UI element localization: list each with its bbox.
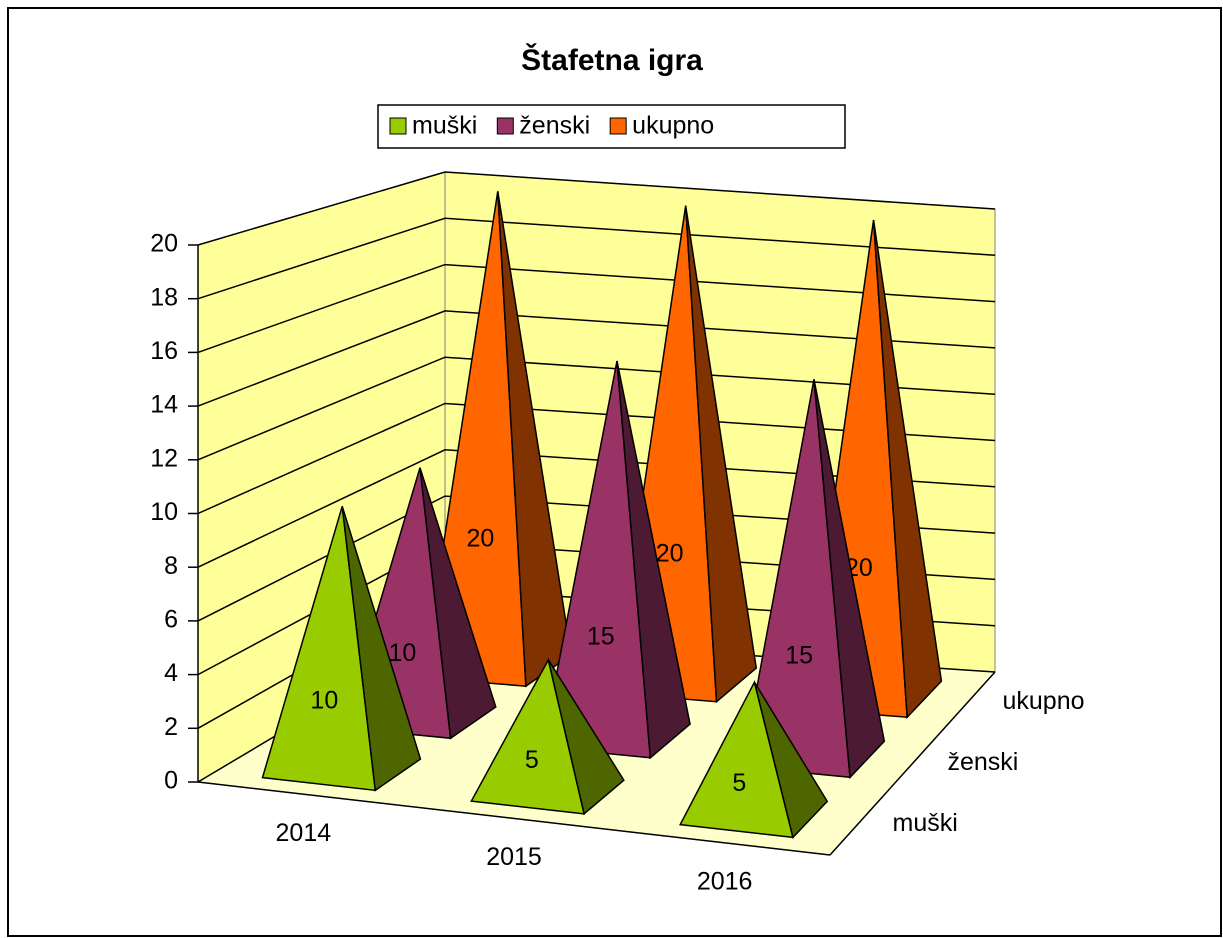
chart-title: Štafetna igra xyxy=(521,43,703,77)
x-axis xyxy=(197,781,831,856)
pyramid-side xyxy=(813,379,886,780)
z-tick-label: muški xyxy=(893,809,958,837)
x-tick-label: 2016 xyxy=(697,867,753,895)
z-axis xyxy=(829,671,996,856)
y-tick-label: 8 xyxy=(164,552,178,580)
z-tick-label: ukupno xyxy=(1003,687,1085,715)
pyramid-side xyxy=(419,467,497,740)
y-tick-label: 4 xyxy=(164,659,178,687)
z-tick-label: ženski xyxy=(948,748,1019,776)
pyramid-side xyxy=(547,659,625,816)
y-tick-label: 18 xyxy=(150,283,178,311)
pyramid-side xyxy=(753,681,829,839)
value-label: 10 xyxy=(388,639,416,667)
legend-swatch xyxy=(609,117,627,135)
value-label: 5 xyxy=(525,746,539,774)
value-label: 20 xyxy=(467,524,495,552)
x-tick-label: 2014 xyxy=(276,819,332,847)
legend-swatch xyxy=(389,117,407,135)
value-label: 5 xyxy=(732,769,746,797)
legend-label: ženski xyxy=(519,112,590,140)
y-tick-label: 14 xyxy=(150,391,178,419)
y-tick-label: 2 xyxy=(164,713,178,741)
pyramid xyxy=(261,506,422,792)
grid-line xyxy=(197,217,996,300)
legend-swatch xyxy=(496,117,514,135)
grid-line xyxy=(197,310,996,407)
y-tick-label: 0 xyxy=(164,767,178,795)
pyramid-side xyxy=(872,219,943,719)
x-tick-label: 2015 xyxy=(486,843,542,871)
y-tick-label: 16 xyxy=(150,337,178,365)
value-label: 15 xyxy=(587,623,615,651)
pyramid xyxy=(679,680,829,839)
y-tick-label: 10 xyxy=(150,498,178,526)
y-tick-label: 6 xyxy=(164,606,178,634)
value-label: 20 xyxy=(656,539,684,567)
legend-label: muški xyxy=(412,112,477,140)
value-label: 15 xyxy=(785,641,813,669)
grid-line xyxy=(197,263,996,354)
pyramid-side xyxy=(341,506,422,792)
grid-line xyxy=(197,171,996,246)
pyramid-side xyxy=(684,205,758,704)
y-tick-label: 20 xyxy=(150,230,178,258)
y-tick-label: 12 xyxy=(150,444,178,472)
legend-label: ukupno xyxy=(632,112,714,140)
pyramid xyxy=(541,360,691,760)
grid-line xyxy=(197,356,996,461)
value-label: 10 xyxy=(310,686,338,714)
pyramid-side xyxy=(616,360,691,760)
pyramid xyxy=(470,657,625,816)
